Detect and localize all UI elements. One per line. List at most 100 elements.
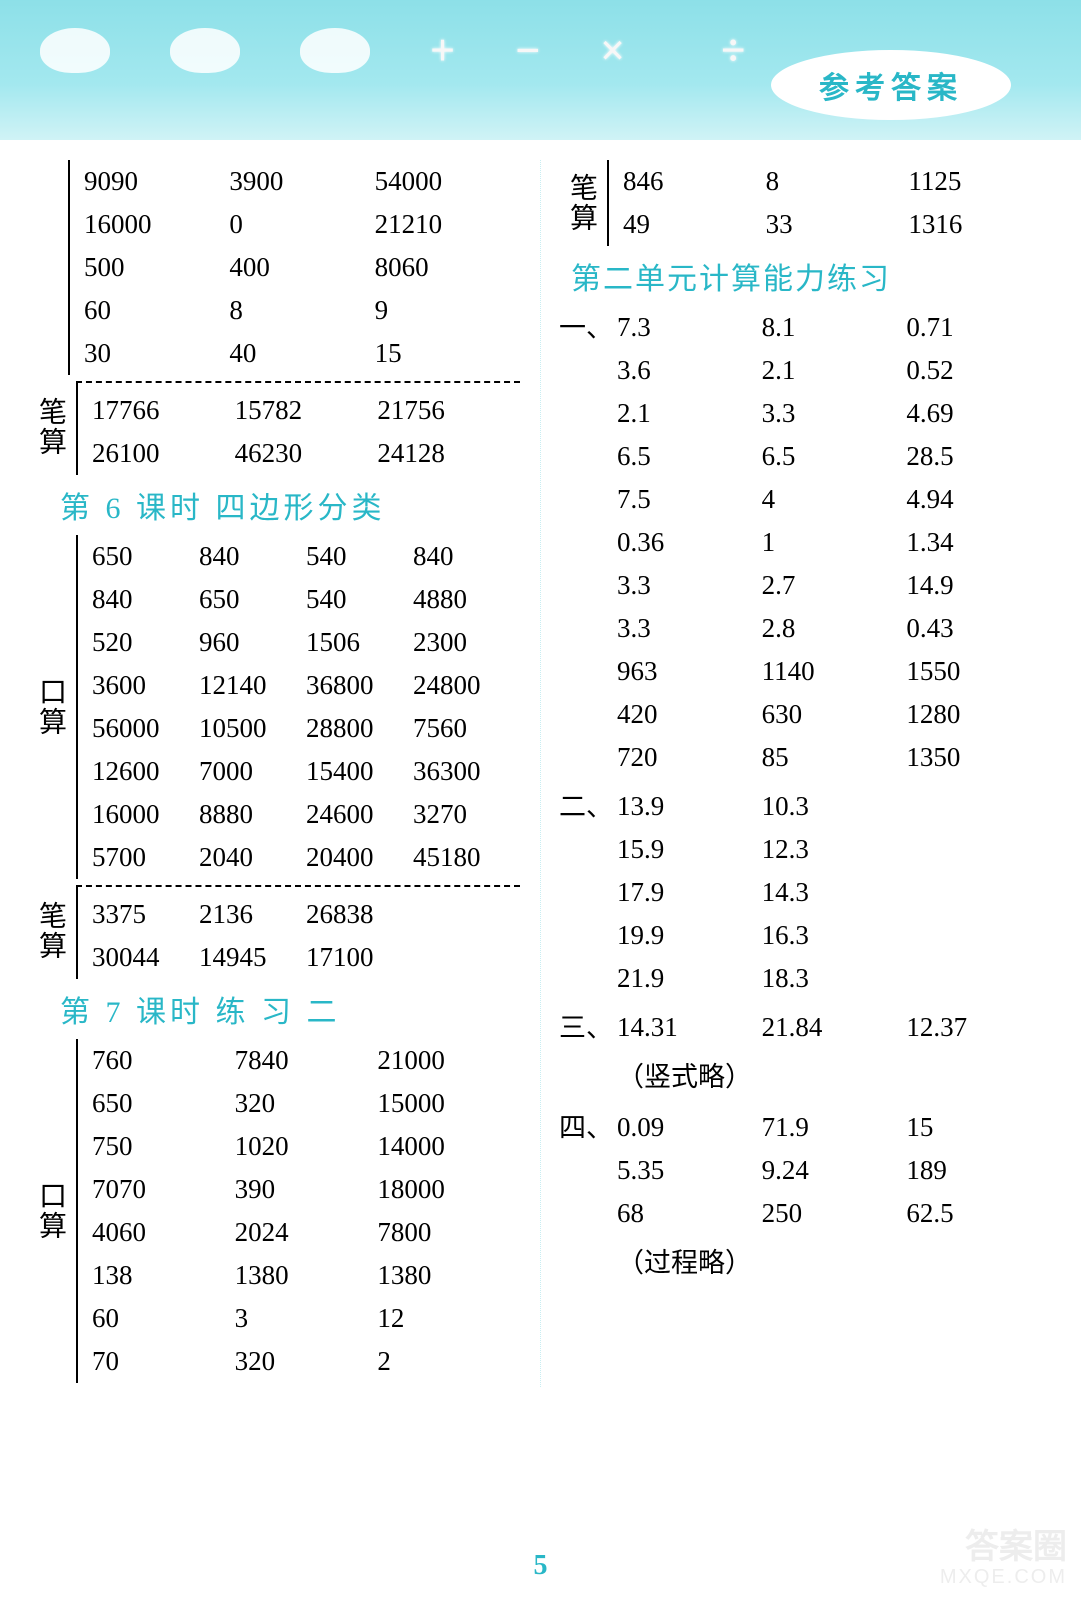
top-grid: 9090390054000160000212105004008060608930… (68, 160, 520, 375)
data-cell: 320 (235, 1088, 378, 1119)
data-cell (413, 942, 520, 973)
data-cell: 3.6 (617, 355, 762, 386)
data-cell: 760 (92, 1045, 235, 1076)
data-cell: 650 (92, 1088, 235, 1119)
data-cell: 7560 (413, 713, 520, 744)
data-cell: 2024 (235, 1217, 378, 1248)
written-rows: 8468112549331316 (623, 160, 1051, 246)
data-cell: 13.9 (617, 791, 762, 822)
data-cell: 1316 (908, 209, 1051, 240)
data-cell: 7800 (377, 1217, 520, 1248)
data-cell: 85 (762, 742, 907, 773)
sec7-mental-grid: 7607840210006503201500075010201400070703… (76, 1039, 520, 1383)
mental-rows: 7607840210006503201500075010201400070703… (92, 1039, 520, 1383)
data-cell: 56000 (92, 713, 199, 744)
data-row: 3.32.714.9 (617, 564, 1051, 607)
data-cell: 15782 (235, 395, 378, 426)
data-cell: 1380 (377, 1260, 520, 1291)
data-row: 750102014000 (92, 1125, 520, 1168)
data-cell: 650 (92, 541, 199, 572)
data-cell: 17766 (92, 395, 235, 426)
data-row: 0.3611.34 (617, 521, 1051, 564)
data-row: 60312 (92, 1297, 520, 1340)
data-cell: 26100 (92, 438, 235, 469)
part4-note: （过程略） (617, 1235, 1051, 1286)
sec6-written-block: 笔算 3375213626838300441494517100 (30, 883, 520, 979)
data-cell: 840 (413, 541, 520, 572)
data-cell: 15 (375, 338, 520, 369)
data-cell: 0.52 (906, 355, 1051, 386)
data-row: 703202 (92, 1340, 520, 1383)
data-cell: 12.37 (906, 1012, 1051, 1043)
data-cell: 20400 (306, 842, 413, 873)
cloud-icon (300, 28, 370, 73)
data-cell: 18000 (377, 1174, 520, 1205)
data-cell: 1140 (762, 656, 907, 687)
data-cell: 960 (199, 627, 306, 658)
cloud-icon (40, 28, 110, 73)
data-cell: 30 (84, 338, 229, 369)
data-cell: 8880 (199, 799, 306, 830)
data-cell: 18.3 (762, 963, 907, 994)
data-cell: 21210 (375, 209, 520, 240)
mental-rows: 9090390054000160000212105004008060608930… (84, 160, 520, 375)
data-cell: 10500 (199, 713, 306, 744)
data-cell: 520 (92, 627, 199, 658)
data-cell: 0.71 (906, 312, 1051, 343)
data-cell: 15 (906, 1112, 1051, 1143)
data-cell: 30044 (92, 942, 199, 973)
data-cell: 3600 (92, 670, 199, 701)
data-row: 0.0971.915 (617, 1106, 1051, 1149)
written-label: 笔算 (30, 883, 76, 979)
section-7-title: 第 7 课时 练 习 二 (60, 987, 520, 1031)
data-cell: 33 (766, 209, 909, 240)
data-cell: 12600 (92, 756, 199, 787)
data-cell: 400 (229, 252, 374, 283)
data-cell: 1.34 (906, 527, 1051, 558)
data-cell: 1125 (908, 166, 1051, 197)
sec6-mental-grid: 6508405408408406505404880520960150623003… (76, 535, 520, 879)
data-cell: 12 (377, 1303, 520, 1334)
data-cell: 2.1 (617, 398, 762, 429)
minus-icon: − (515, 25, 540, 76)
data-cell: 24600 (306, 799, 413, 830)
data-cell (413, 899, 520, 930)
data-row: 96311401550 (617, 650, 1051, 693)
data-row: 707039018000 (92, 1168, 520, 1211)
data-cell: 14.3 (762, 877, 907, 908)
data-cell: 0.09 (617, 1112, 762, 1143)
part3-note: （竖式略） (617, 1049, 1051, 1100)
data-cell: 840 (199, 541, 306, 572)
data-cell: 45180 (413, 842, 520, 873)
data-cell: 1506 (306, 627, 413, 658)
data-cell: 12140 (199, 670, 306, 701)
data-row: 21.918.3 (617, 957, 1051, 1000)
data-row: 406020247800 (92, 1211, 520, 1254)
part2-block: 二、 13.910.315.912.317.914.319.916.321.91… (561, 785, 1051, 1000)
data-cell: 1350 (906, 742, 1051, 773)
data-row: 8406505404880 (92, 578, 520, 621)
data-cell: 14.31 (617, 1012, 762, 1043)
data-cell: 46230 (235, 438, 378, 469)
data-cell: 7.5 (617, 484, 762, 515)
watermark-line2: MXQE.COM (940, 1566, 1067, 1588)
written-rows: 177661578221756261004623024128 (92, 389, 520, 475)
section-6-title: 第 6 课时 四边形分类 (60, 483, 520, 527)
data-cell: 3270 (413, 799, 520, 830)
written-rows: 3375213626838300441494517100 (92, 893, 520, 979)
data-cell: 21000 (377, 1045, 520, 1076)
data-cell: 9.24 (762, 1155, 907, 1186)
data-row: 261004623024128 (92, 432, 520, 475)
part4-rows: 0.0971.9155.359.241896825062.5 (617, 1106, 1051, 1235)
data-cell: 420 (617, 699, 762, 730)
data-cell: 8060 (375, 252, 520, 283)
unit2-title: 第二单元计算能力练习 (571, 254, 1051, 298)
data-cell: 0.36 (617, 527, 762, 558)
data-cell: 963 (617, 656, 762, 687)
data-cell: 1380 (235, 1260, 378, 1291)
data-cell: 3375 (92, 899, 199, 930)
data-row: 5.359.24189 (617, 1149, 1051, 1192)
data-cell: 12.3 (762, 834, 907, 865)
part4-label: 四、 (561, 1106, 617, 1286)
data-row: 6825062.5 (617, 1192, 1051, 1235)
